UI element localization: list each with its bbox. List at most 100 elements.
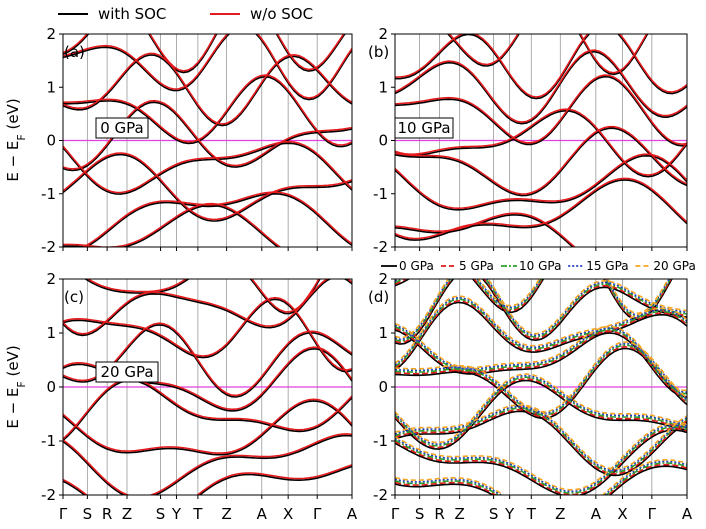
x-tick-label: X (283, 505, 293, 523)
band-line (395, 127, 687, 197)
band-line (395, 125, 687, 195)
band-line (63, 202, 282, 247)
band-line (63, 34, 345, 72)
band-line (395, 465, 687, 495)
pressure-label: 10 GPa (397, 119, 450, 137)
y-axis-label: E − EF (eV) (4, 345, 28, 428)
legend-label: w/o SOC (250, 5, 313, 23)
band-line (395, 279, 672, 320)
band-line (81, 191, 352, 247)
band-line (63, 75, 352, 148)
y-tick-label: 1 (46, 78, 56, 96)
band-line (395, 279, 687, 345)
y-tick-label: -2 (373, 238, 388, 256)
x-tick-label: Γ (313, 505, 322, 523)
x-tick-label: Z (122, 505, 132, 523)
band-line (395, 74, 687, 146)
band-line (63, 74, 352, 146)
band-line (395, 326, 687, 395)
band-line (395, 459, 687, 495)
pressure-box (394, 117, 454, 139)
pressure-label: 0 GPa (100, 119, 144, 137)
band-line (63, 378, 352, 440)
band-line (395, 109, 687, 178)
x-tick-label: A (257, 505, 268, 523)
band-line (395, 179, 687, 241)
y-tick-label: -2 (41, 486, 56, 504)
legend-label: 0 GPa (399, 259, 434, 273)
band-line (395, 408, 687, 475)
band-line (395, 345, 687, 418)
x-tick-label: X (617, 505, 627, 523)
band-line (395, 212, 687, 247)
band-line (395, 296, 687, 366)
y-tick-label: -2 (373, 486, 388, 504)
y-tick-label: -1 (373, 432, 388, 450)
band-line (63, 52, 352, 125)
legend-label: 5 GPa (459, 259, 494, 273)
y-tick-label: -1 (41, 185, 56, 203)
y-tick-label: 2 (46, 270, 56, 288)
band-line (395, 405, 687, 472)
band-line (395, 154, 687, 211)
band-line (395, 279, 687, 344)
band-line (395, 108, 687, 176)
x-tick-label: Γ (648, 505, 657, 523)
band-line (63, 296, 352, 371)
band-line (395, 422, 687, 491)
pressure-box (95, 117, 149, 139)
plot-area (63, 279, 352, 495)
panel-letter: (d) (368, 288, 389, 306)
band-line (63, 34, 352, 101)
x-tick-label: S (489, 505, 499, 523)
band-line (63, 322, 352, 397)
band-line (448, 34, 648, 74)
legend-top: with SOC w/o SOC (58, 5, 313, 23)
legend-label: 15 GPa (586, 259, 628, 273)
band-line (395, 34, 687, 98)
y-tick-label: 1 (378, 324, 388, 342)
y-tick-label: -1 (41, 432, 56, 450)
band-line (395, 427, 687, 495)
band-line (395, 279, 687, 339)
y-tick-label: -2 (41, 238, 56, 256)
band-line (63, 400, 352, 456)
band-line (395, 462, 687, 495)
band-line (63, 379, 352, 441)
y-tick-label: -1 (373, 185, 388, 203)
band-line (395, 279, 687, 341)
x-tick-label: Z (555, 505, 565, 523)
band-line (395, 429, 687, 495)
band-line (395, 279, 671, 318)
x-tick-label: R (434, 505, 444, 523)
band-line (63, 99, 352, 170)
band-line (395, 324, 687, 393)
band-line (395, 49, 687, 123)
band-line (63, 433, 352, 495)
band-line (84, 192, 352, 247)
x-tick-label: Γ (59, 505, 68, 523)
band-line (63, 434, 352, 495)
band-line (395, 424, 687, 493)
band-line (395, 327, 687, 397)
band-line (63, 465, 352, 495)
band-line (395, 75, 687, 147)
band-line (395, 426, 687, 494)
band-line (395, 50, 687, 125)
y-axis-label: E − EF (eV) (4, 98, 28, 181)
y-tick-label: 2 (378, 25, 388, 43)
band-line (395, 322, 687, 392)
band-line (395, 279, 687, 342)
panel-a: -2 -1 0 1 2 (a) 0 GPa (41, 25, 353, 256)
x-tick-label: Y (171, 505, 182, 523)
band-line (395, 379, 687, 450)
band-line (395, 279, 673, 321)
band-line (63, 152, 352, 221)
y-tick-label: 2 (46, 25, 56, 43)
pressure-label: 20 GPa (100, 363, 153, 381)
band-line (63, 324, 352, 398)
band-line (395, 460, 687, 495)
band-line (63, 101, 352, 172)
panel-letter: (c) (64, 288, 84, 306)
